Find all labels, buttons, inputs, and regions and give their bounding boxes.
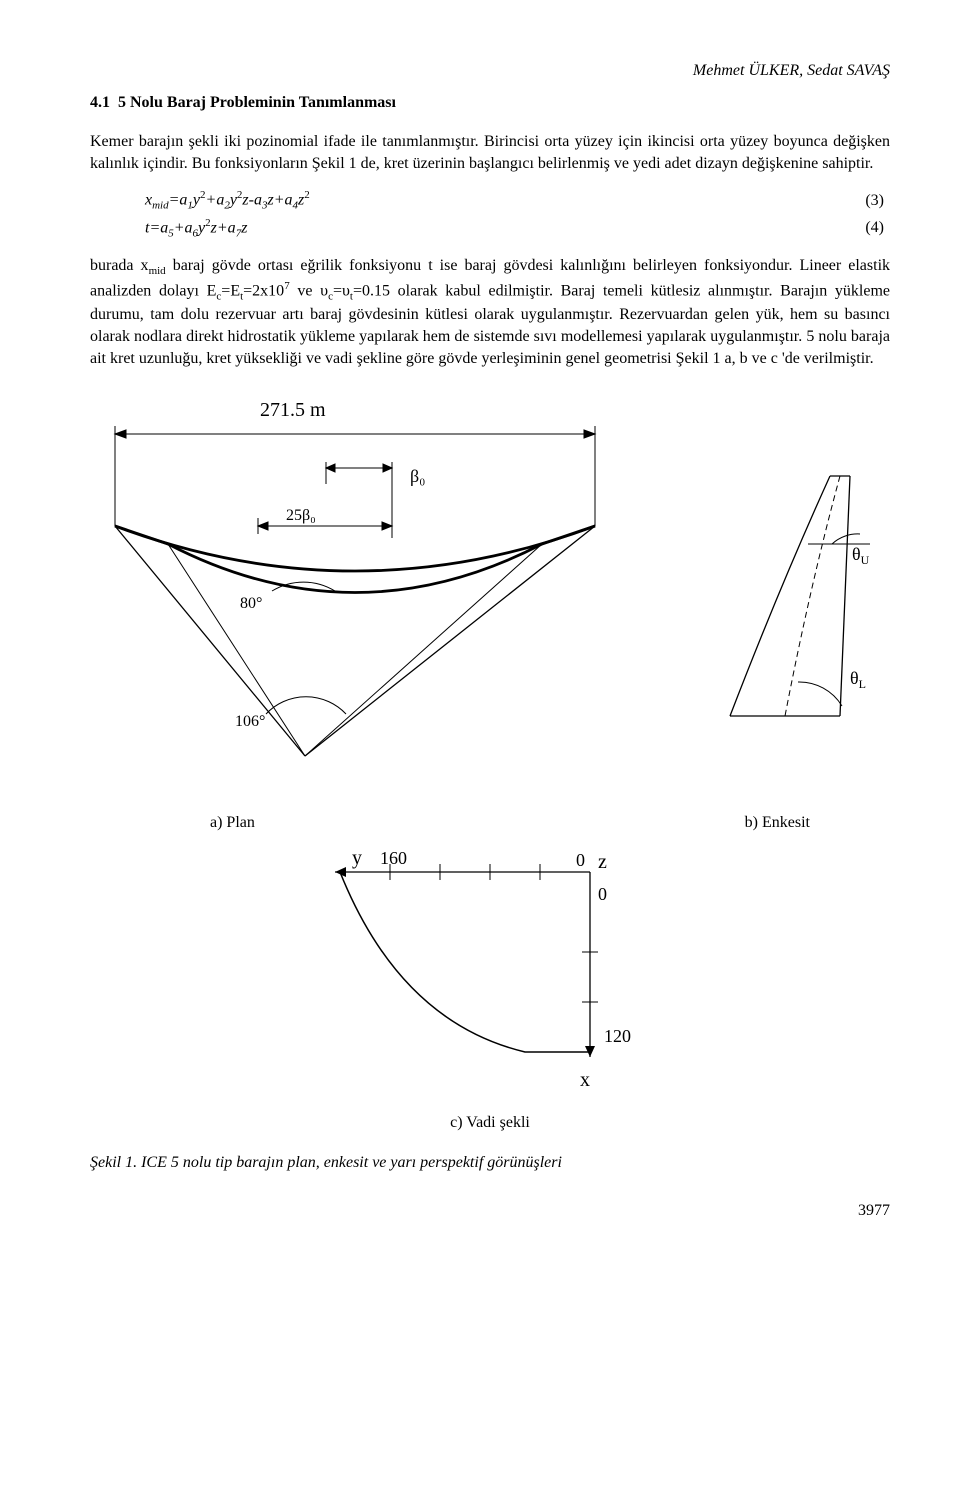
y-axis-label: y xyxy=(352,847,362,869)
x-depth-value: 120 xyxy=(604,1026,631,1046)
paragraph-1: Kemer barajın şekli iki pozinomial ifade… xyxy=(90,131,890,174)
eq3-number: (3) xyxy=(865,190,884,212)
thetaL-label: θL xyxy=(850,668,866,691)
section-heading: 5 Nolu Baraj Probleminin Tanımlanması xyxy=(118,94,396,111)
caption-b: b) Enkesit xyxy=(745,812,810,834)
deg106-label: 106° xyxy=(235,713,265,730)
valley-diagram-block: y 160 z 0 0 120 x c) Vadi şekli xyxy=(90,842,890,1134)
plan-diagram: β₀ 25β₀ 80° xyxy=(90,426,600,786)
valley-diagram: y 160 z 0 0 120 x xyxy=(280,842,700,1102)
origin-zero-side: 0 xyxy=(598,884,607,904)
section-number: 4.1 xyxy=(90,94,110,111)
eq4-number: (4) xyxy=(865,217,884,239)
equation-block: xmid=a1y2+a2y2z-a3z+a4z2 (3) t=a5+a6y2z+… xyxy=(145,188,890,241)
z-axis-label: z xyxy=(598,851,607,873)
plan-and-section-row: β₀ 25β₀ 80° xyxy=(90,426,890,786)
caption-a: a) Plan xyxy=(210,812,255,834)
equation-3: xmid=a1y2+a2y2z-a3z+a4z2 (3) xyxy=(145,188,890,213)
thetaU-label: θU xyxy=(852,544,870,567)
caption-c: c) Vadi şekli xyxy=(90,1112,890,1134)
origin-zero-top: 0 xyxy=(576,850,585,870)
paragraph-2: burada xmid baraj gövde ortası eğrilik f… xyxy=(90,255,890,369)
section-title: 4.1 5 Nolu Baraj Probleminin Tanımlanmas… xyxy=(90,92,890,114)
page-number: 3977 xyxy=(90,1200,890,1222)
figure-1: 271.5 m β₀ xyxy=(90,397,890,1173)
crest-length-label: 271.5 m xyxy=(260,397,890,424)
equation-4: t=a5+a6y2z+a7z (4) xyxy=(145,216,890,241)
beta25-label: 25β₀ xyxy=(286,507,316,524)
figure-1-caption: Şekil 1. ICE 5 nolu tip barajın plan, en… xyxy=(90,1152,890,1174)
header-authors: Mehmet ÜLKER, Sedat SAVAŞ xyxy=(90,60,890,82)
y-value: 160 xyxy=(380,848,407,868)
beta0-label: β₀ xyxy=(410,466,425,486)
subfigure-captions-row: a) Plan b) Enkesit xyxy=(90,812,890,834)
x-axis-label: x xyxy=(580,1069,590,1091)
deg80-label: 80° xyxy=(240,595,262,612)
section-diagram: θU θL xyxy=(690,456,890,756)
